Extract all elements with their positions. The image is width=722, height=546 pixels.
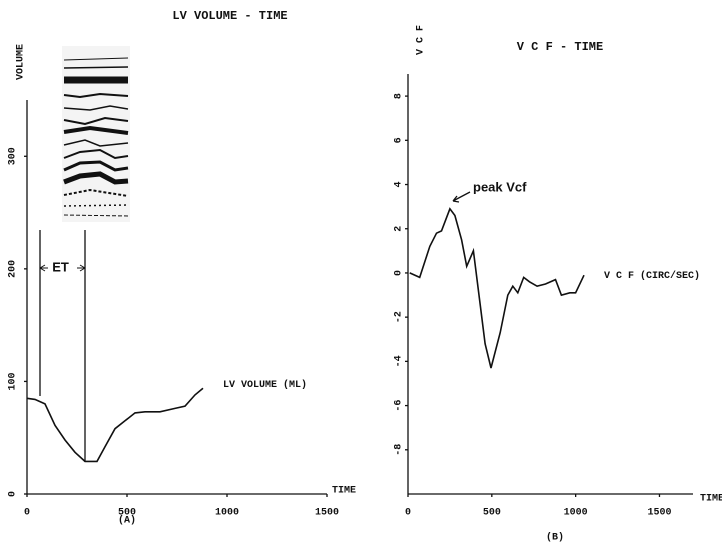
et-arrow — [39, 264, 86, 272]
y-tick-label: 300 — [8, 147, 19, 165]
y-tick-label: -8 — [394, 444, 405, 456]
y-tick-label: 6 — [394, 137, 405, 143]
y-tick-label: -6 — [394, 400, 405, 412]
series-label: V C F (CIRC/SEC) — [604, 270, 700, 282]
y-tick-label: 0 — [8, 491, 19, 497]
y-tick-label: -2 — [394, 311, 405, 323]
annotation: ET — [52, 259, 69, 274]
series-label: LV VOLUME (ML) — [223, 379, 307, 391]
x-tick-label: 0 — [405, 508, 411, 519]
y-axis-label: V C F — [416, 25, 427, 55]
annotation: peak Vcf — [473, 179, 527, 194]
x-tick-label: 0 — [24, 508, 30, 519]
echo-inset — [62, 46, 130, 222]
panel-label: (A) — [118, 515, 136, 527]
data-line — [26, 387, 204, 463]
panel-label: (B) — [546, 532, 564, 544]
y-axis-label: VOLUME — [16, 44, 27, 80]
x-tick-label: 1000 — [215, 508, 239, 519]
y-tick-label: 2 — [394, 226, 405, 232]
chart-title: V C F - TIME — [517, 40, 603, 54]
x-tick-label: 1500 — [647, 508, 671, 519]
y-tick-label: 200 — [8, 260, 19, 278]
y-tick-label: 4 — [394, 182, 405, 188]
y-tick-label: -4 — [394, 355, 405, 367]
chart-title: LV VOLUME - TIME — [172, 9, 287, 23]
x-tick-label: 1500 — [315, 508, 339, 519]
y-tick-label: 0 — [394, 270, 405, 276]
x-tick-label: 1000 — [564, 508, 588, 519]
peak-arrow — [452, 191, 471, 203]
x-axis-label: TIME — [700, 494, 722, 505]
x-axis-label: TIME — [332, 486, 356, 497]
y-tick-label: 100 — [8, 372, 19, 390]
x-tick-label: 500 — [118, 508, 136, 519]
y-tick-label: 8 — [394, 93, 405, 99]
data-line — [409, 207, 585, 369]
x-tick-label: 500 — [483, 508, 501, 519]
